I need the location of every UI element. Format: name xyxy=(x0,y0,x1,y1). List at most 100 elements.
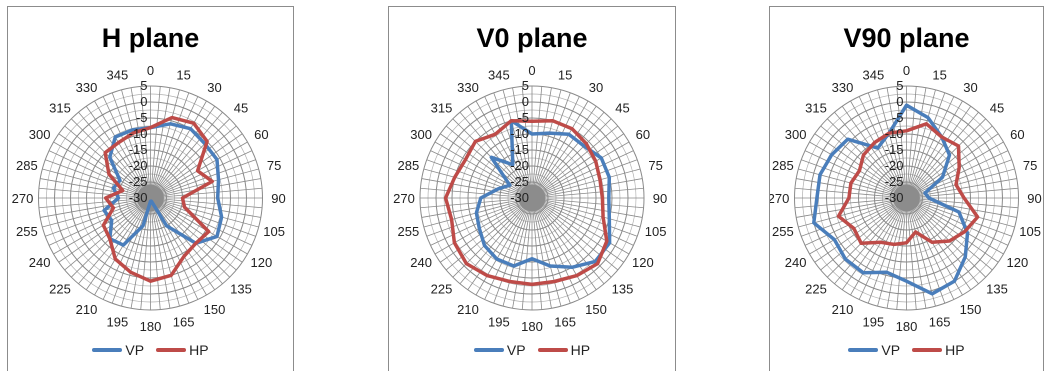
angle-tick-label: 0 xyxy=(147,63,154,78)
radial-tick-label: -10 xyxy=(129,126,148,141)
grid-spoke xyxy=(150,100,207,199)
grid-spoke xyxy=(58,133,151,199)
grid-spoke xyxy=(420,197,533,209)
grid-spoke xyxy=(150,197,256,237)
angle-tick-label: 195 xyxy=(488,315,510,330)
grid-spoke xyxy=(531,197,634,246)
grid-spoke xyxy=(531,86,543,199)
grid-spoke xyxy=(502,197,533,307)
angle-tick-label: 255 xyxy=(772,224,794,239)
grid-spoke xyxy=(423,168,533,199)
angle-tick-label: 285 xyxy=(398,158,420,173)
angle-tick-label: 240 xyxy=(29,255,51,270)
grid-spoke xyxy=(531,111,605,199)
grid-spoke xyxy=(906,197,946,304)
legend-swatch-hp xyxy=(156,348,187,352)
grid-spoke xyxy=(906,197,986,278)
grid-spoke xyxy=(531,118,612,199)
angle-tick-label: 180 xyxy=(896,319,918,334)
grid-spoke xyxy=(531,197,641,228)
radial-tick-label: 5 xyxy=(896,78,903,93)
grid-spoke xyxy=(531,197,580,300)
legend-label: HP xyxy=(570,342,591,358)
radial-tick-label: -5 xyxy=(892,110,904,125)
grid-spoke xyxy=(42,168,151,199)
grid-spoke xyxy=(150,89,180,199)
angle-tick-label: 45 xyxy=(234,100,248,115)
angle-tick-label: 255 xyxy=(16,224,38,239)
legend-label: VP xyxy=(881,342,901,358)
grid-spoke xyxy=(421,178,533,199)
grid-spoke xyxy=(53,141,151,199)
angle-tick-label: 135 xyxy=(612,282,634,297)
grid-spoke xyxy=(896,86,907,199)
grid-spoke xyxy=(531,89,562,199)
legend-swatch-vp xyxy=(848,348,879,352)
grid-spoke xyxy=(906,118,986,199)
angle-tick-label: 240 xyxy=(785,255,807,270)
grid-spoke xyxy=(426,159,533,199)
grid-spoke xyxy=(531,178,643,199)
grid-spoke xyxy=(140,86,151,199)
angle-tick-label: 330 xyxy=(457,80,479,95)
grid-spoke xyxy=(150,159,256,199)
grid-spoke xyxy=(445,125,533,199)
grid-spoke xyxy=(906,197,999,263)
angle-tick-label: 165 xyxy=(173,315,195,330)
grid-spoke xyxy=(834,111,907,199)
grid-spoke xyxy=(827,118,907,199)
polar-grid xyxy=(419,85,645,311)
grid-spoke xyxy=(426,197,533,237)
angle-tick-label: 270 xyxy=(12,191,34,206)
angle-tick-label: 30 xyxy=(963,80,977,95)
grid-spoke xyxy=(877,89,907,199)
radial-tick-label: 5 xyxy=(140,78,147,93)
grid-spoke xyxy=(512,197,533,309)
angle-tick-label: 300 xyxy=(410,127,432,142)
angle-tick-label: 30 xyxy=(207,80,221,95)
grid-spoke xyxy=(484,197,533,300)
grid-spoke xyxy=(475,100,533,199)
grid-spoke xyxy=(906,133,999,199)
grid-spoke xyxy=(531,187,644,199)
angle-tick-label: 210 xyxy=(76,302,98,317)
series-line-hp xyxy=(101,115,215,283)
grid-spoke xyxy=(150,197,161,310)
grid-spoke xyxy=(150,187,263,199)
legend-item-hp: HP xyxy=(156,342,209,358)
grid-spoke xyxy=(420,187,533,199)
radial-tick-label: -25 xyxy=(129,174,148,189)
grid-spoke xyxy=(531,150,634,199)
grid-spoke xyxy=(150,86,161,199)
grid-spoke xyxy=(867,197,907,304)
series-line-vp xyxy=(812,103,970,296)
grid-spoke xyxy=(531,197,562,307)
angle-tick-label: 75 xyxy=(648,158,662,173)
angle-tick-label: 105 xyxy=(645,224,667,239)
angle-tick-label: 315 xyxy=(49,100,71,115)
angle-tick-label: 270 xyxy=(770,191,789,206)
grid-spoke xyxy=(150,197,263,209)
grid-spoke xyxy=(531,159,638,199)
grid-spoke xyxy=(150,96,199,199)
grid-spoke xyxy=(434,141,533,199)
angle-tick-label: 180 xyxy=(140,319,162,334)
angle-tick-label: 165 xyxy=(554,315,576,330)
grid-spoke xyxy=(150,197,190,304)
grid-spoke xyxy=(48,150,151,199)
grid-spoke xyxy=(906,141,1004,199)
grid-spoke xyxy=(906,100,963,199)
angle-tick-label: 60 xyxy=(636,127,650,142)
grid-spoke xyxy=(531,197,605,285)
angle-tick-label: 210 xyxy=(457,302,479,317)
grid-spoke xyxy=(886,87,907,199)
grid-spoke xyxy=(440,133,533,199)
legend-item-vp: VP xyxy=(473,342,526,358)
polar-chart-v0-plane: 0 15 30 45 60 75 90 105 120 135 150 165 180 195 210 225… xyxy=(393,63,667,334)
grid-spoke xyxy=(150,197,223,285)
grid-spoke xyxy=(502,89,533,199)
series-line-hp xyxy=(443,118,609,287)
legend: VP HP xyxy=(8,342,293,358)
angle-tick-label: 30 xyxy=(589,80,603,95)
legend: VP HP xyxy=(770,342,1043,358)
